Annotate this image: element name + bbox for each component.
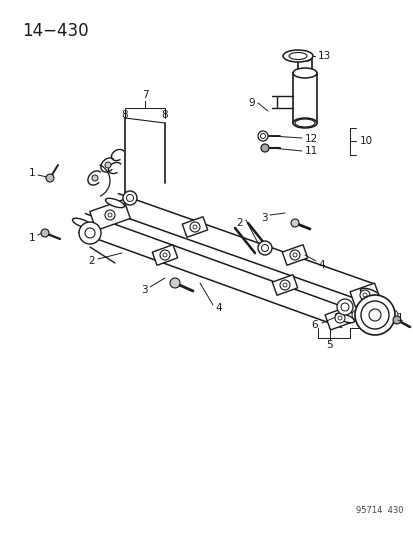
Circle shape <box>260 144 268 152</box>
Ellipse shape <box>360 288 379 298</box>
Text: 2: 2 <box>236 218 242 228</box>
Polygon shape <box>282 245 307 265</box>
Circle shape <box>46 174 54 182</box>
Circle shape <box>163 253 166 257</box>
Circle shape <box>334 313 344 323</box>
Text: 4: 4 <box>317 260 324 270</box>
Polygon shape <box>182 217 207 237</box>
Ellipse shape <box>288 52 306 60</box>
Circle shape <box>356 302 366 312</box>
Circle shape <box>190 222 199 232</box>
Ellipse shape <box>297 55 311 61</box>
Circle shape <box>92 175 98 181</box>
Circle shape <box>359 290 369 300</box>
Circle shape <box>382 318 392 328</box>
Polygon shape <box>152 245 177 265</box>
Text: 8: 8 <box>121 110 128 120</box>
Circle shape <box>257 131 267 141</box>
Circle shape <box>368 309 380 321</box>
Ellipse shape <box>105 198 124 208</box>
Ellipse shape <box>292 68 316 78</box>
Polygon shape <box>349 283 379 307</box>
Circle shape <box>260 133 265 139</box>
Circle shape <box>282 283 286 287</box>
Circle shape <box>289 250 299 260</box>
Circle shape <box>41 229 49 237</box>
Ellipse shape <box>72 219 91 228</box>
Circle shape <box>369 321 379 331</box>
Circle shape <box>387 310 397 320</box>
Text: 7: 7 <box>141 90 148 100</box>
Circle shape <box>126 195 133 201</box>
Text: 8: 8 <box>161 110 168 120</box>
Circle shape <box>362 293 366 297</box>
Circle shape <box>382 302 392 312</box>
Text: 13: 13 <box>317 51 330 61</box>
Text: 11: 11 <box>304 146 318 156</box>
Circle shape <box>123 191 137 205</box>
Text: 1: 1 <box>396 313 403 323</box>
Circle shape <box>105 162 111 168</box>
Circle shape <box>360 301 388 329</box>
Circle shape <box>351 310 361 320</box>
Circle shape <box>356 318 366 328</box>
Circle shape <box>340 303 348 311</box>
Circle shape <box>290 219 298 227</box>
Text: 9: 9 <box>248 98 254 108</box>
Polygon shape <box>272 274 297 295</box>
Text: 5: 5 <box>326 340 332 350</box>
Circle shape <box>105 210 115 220</box>
Text: 10: 10 <box>359 136 372 146</box>
Ellipse shape <box>335 313 354 322</box>
Text: 14−430: 14−430 <box>22 22 88 40</box>
Text: 4: 4 <box>214 303 221 313</box>
Polygon shape <box>324 306 354 330</box>
Text: 6: 6 <box>311 320 317 330</box>
Ellipse shape <box>292 118 316 128</box>
Text: 95714  430: 95714 430 <box>356 506 403 515</box>
Circle shape <box>261 245 268 252</box>
Circle shape <box>337 316 341 320</box>
Text: 12: 12 <box>304 134 318 144</box>
Circle shape <box>79 222 101 244</box>
Circle shape <box>159 250 170 260</box>
Circle shape <box>108 213 112 217</box>
Ellipse shape <box>282 50 312 62</box>
Ellipse shape <box>294 119 314 127</box>
Text: 1: 1 <box>28 168 35 178</box>
Circle shape <box>336 299 352 315</box>
Circle shape <box>392 316 400 324</box>
Text: 1: 1 <box>28 233 35 243</box>
Polygon shape <box>90 199 130 230</box>
Circle shape <box>192 225 197 229</box>
Text: 3: 3 <box>261 213 267 223</box>
Circle shape <box>354 295 394 335</box>
Circle shape <box>292 253 296 257</box>
Circle shape <box>257 241 271 255</box>
Circle shape <box>170 278 180 288</box>
Circle shape <box>279 280 289 290</box>
Circle shape <box>85 228 95 238</box>
Circle shape <box>369 299 379 309</box>
Text: 3: 3 <box>141 285 147 295</box>
Text: 2: 2 <box>88 256 95 266</box>
